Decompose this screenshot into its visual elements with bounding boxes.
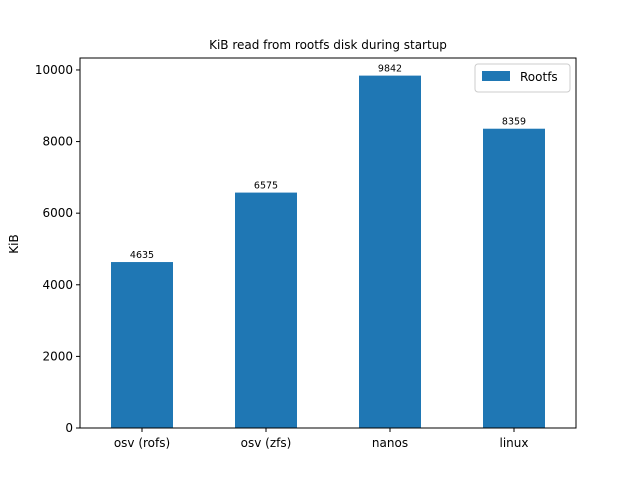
bar-2 — [359, 75, 421, 429]
chart-title: KiB read from rootfs disk during startup — [209, 38, 447, 52]
bars-group — [111, 75, 545, 429]
y-axis: 0 2000 4000 6000 8000 10000 — [35, 63, 80, 435]
legend-label: Rootfs — [520, 70, 558, 84]
data-labels-group: 4635 6575 9842 8359 — [130, 64, 526, 261]
y-tick-label-4: 8000 — [42, 135, 73, 149]
y-tick-label-2: 4000 — [42, 278, 73, 292]
x-tick-label-2: nanos — [372, 436, 408, 450]
legend: Rootfs — [474, 63, 571, 93]
x-tick-label-1: osv (zfs) — [241, 436, 292, 450]
bar-1 — [235, 192, 297, 428]
plot-frame — [79, 57, 577, 429]
y-tick-label-0: 0 — [65, 421, 73, 435]
y-tick-label-3: 6000 — [42, 206, 73, 220]
x-axis: osv (rofs) osv (zfs) nanos linux — [114, 428, 529, 450]
data-label-1: 6575 — [254, 181, 278, 192]
data-label-3: 8359 — [502, 117, 526, 128]
y-tick-label-1: 2000 — [42, 349, 73, 363]
x-tick-label-0: osv (rofs) — [114, 436, 170, 450]
y-tick-label-5: 10000 — [35, 63, 73, 77]
data-label-2: 9842 — [378, 64, 402, 75]
bar-0 — [111, 262, 173, 428]
x-tick-label-3: linux — [500, 436, 529, 450]
y-axis-label: KiB — [7, 234, 21, 253]
bar-3 — [483, 128, 545, 428]
data-label-0: 4635 — [130, 250, 154, 261]
legend-swatch — [482, 71, 510, 81]
